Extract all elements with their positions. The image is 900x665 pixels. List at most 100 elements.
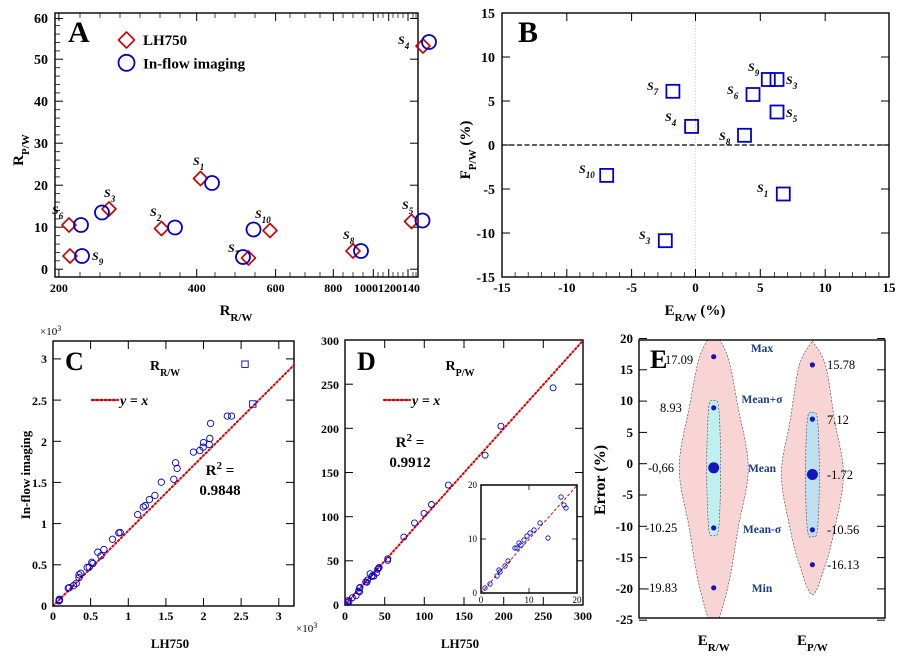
svg-text:1.5: 1.5	[32, 476, 47, 490]
svg-text:×103: ×103	[296, 621, 317, 636]
svg-text:10: 10	[819, 280, 832, 295]
svg-text:-5: -5	[626, 280, 637, 295]
svg-text:50: 50	[34, 53, 48, 68]
svg-text:40: 40	[34, 95, 48, 110]
svg-text:-0,66: -0,66	[648, 461, 674, 475]
svg-text:C: C	[65, 347, 84, 376]
svg-text:RR/W: RR/W	[150, 359, 180, 379]
svg-text:-25: -25	[616, 612, 634, 627]
svg-text:×103: ×103	[40, 324, 61, 339]
svg-text:100: 100	[415, 609, 433, 623]
svg-text:-10: -10	[616, 519, 633, 534]
svg-text:200: 200	[50, 281, 68, 295]
svg-text:-20: -20	[616, 581, 633, 596]
svg-text:20: 20	[620, 331, 633, 346]
svg-text:10: 10	[34, 221, 48, 236]
svg-text:S4: S4	[665, 110, 677, 128]
svg-text:15.78: 15.78	[827, 358, 855, 372]
svg-text:0.9848: 0.9848	[199, 483, 240, 499]
svg-text:In-flow imaging: In-flow imaging	[143, 57, 246, 73]
svg-text:-19.83: -19.83	[645, 581, 677, 595]
svg-text:0: 0	[41, 599, 47, 613]
svg-text:5: 5	[627, 425, 634, 440]
svg-text:1000: 1000	[354, 281, 378, 295]
svg-text:3: 3	[41, 352, 47, 366]
svg-text:20: 20	[34, 179, 48, 194]
svg-text:Mean-σ: Mean-σ	[743, 524, 782, 536]
svg-text:-10: -10	[476, 227, 495, 242]
svg-text:S5: S5	[402, 198, 414, 216]
svg-text:300: 300	[321, 334, 339, 348]
svg-text:300: 300	[574, 609, 592, 623]
svg-text:S3: S3	[639, 228, 651, 246]
svg-text:7.12: 7.12	[827, 413, 849, 427]
svg-text:RR/W: RR/W	[220, 303, 253, 324]
svg-text:2.5: 2.5	[234, 609, 249, 623]
svg-text:FP/W (%): FP/W (%)	[458, 121, 479, 180]
svg-text:RP/W: RP/W	[11, 134, 32, 166]
svg-text:800: 800	[324, 281, 342, 295]
svg-text:ER/W: ER/W	[698, 633, 730, 654]
svg-text:50: 50	[327, 554, 339, 568]
svg-text:Mean: Mean	[748, 463, 777, 475]
svg-text:0: 0	[627, 456, 634, 471]
svg-text:R2 =: R2 =	[396, 432, 425, 451]
svg-text:LH750: LH750	[441, 636, 479, 651]
svg-text:RP/W: RP/W	[445, 359, 474, 379]
svg-text:10: 10	[620, 393, 633, 408]
svg-text:S2: S2	[150, 205, 162, 223]
svg-text:S9: S9	[92, 249, 104, 267]
svg-text:S8: S8	[719, 129, 731, 147]
svg-text:17.09: 17.09	[665, 353, 693, 367]
svg-text:Mean+σ: Mean+σ	[742, 394, 784, 406]
svg-text:-10.56: -10.56	[827, 523, 859, 537]
svg-text:1200: 1200	[378, 281, 402, 295]
svg-text:2: 2	[201, 609, 207, 623]
svg-text:10: 10	[481, 51, 495, 66]
svg-text:1: 1	[125, 609, 131, 623]
svg-text:-5: -5	[622, 487, 633, 502]
svg-text:LH750: LH750	[143, 33, 187, 49]
svg-text:0: 0	[333, 598, 339, 612]
svg-text:2.5: 2.5	[32, 394, 47, 408]
svg-text:LH750: LH750	[151, 636, 189, 651]
svg-text:S1: S1	[757, 181, 768, 199]
svg-text:-15: -15	[493, 280, 511, 295]
svg-text:250: 250	[534, 609, 552, 623]
svg-text:2: 2	[41, 435, 47, 449]
svg-text:15: 15	[481, 7, 495, 22]
svg-text:Max: Max	[751, 343, 774, 355]
svg-text:B: B	[518, 16, 538, 49]
svg-text:-10: -10	[558, 280, 575, 295]
svg-text:8.93: 8.93	[660, 401, 682, 415]
svg-text:20: 20	[468, 480, 478, 490]
svg-text:S10: S10	[579, 162, 595, 180]
svg-text:0: 0	[50, 609, 56, 623]
svg-text:S7: S7	[647, 79, 659, 97]
svg-text:600: 600	[267, 281, 285, 295]
svg-text:S6: S6	[52, 203, 64, 221]
svg-text:-10.25: -10.25	[645, 521, 677, 535]
svg-text:Error (%): Error (%)	[592, 445, 609, 515]
svg-text:0.5: 0.5	[32, 558, 47, 572]
svg-text:-5: -5	[483, 183, 495, 198]
svg-text:0: 0	[473, 588, 478, 598]
svg-text:-16.13: -16.13	[827, 558, 859, 572]
svg-text:In-flow imaging: In-flow imaging	[18, 430, 33, 519]
svg-text:S6: S6	[727, 83, 739, 101]
svg-text:200: 200	[495, 609, 513, 623]
svg-text:S8: S8	[343, 228, 355, 246]
svg-text:0: 0	[41, 263, 48, 278]
svg-text:10: 10	[468, 534, 478, 544]
svg-text:D: D	[357, 347, 376, 376]
svg-text:R2 =: R2 =	[206, 460, 235, 479]
svg-text:5: 5	[488, 95, 495, 110]
svg-text:-1.72: -1.72	[827, 468, 853, 482]
svg-text:3: 3	[276, 609, 282, 623]
svg-text:-15: -15	[476, 271, 495, 286]
svg-text:y = x: y = x	[410, 394, 440, 409]
svg-text:y = x: y = x	[118, 394, 148, 409]
svg-text:10: 10	[525, 595, 535, 605]
svg-text:100: 100	[321, 510, 339, 524]
svg-text:150: 150	[321, 466, 339, 480]
